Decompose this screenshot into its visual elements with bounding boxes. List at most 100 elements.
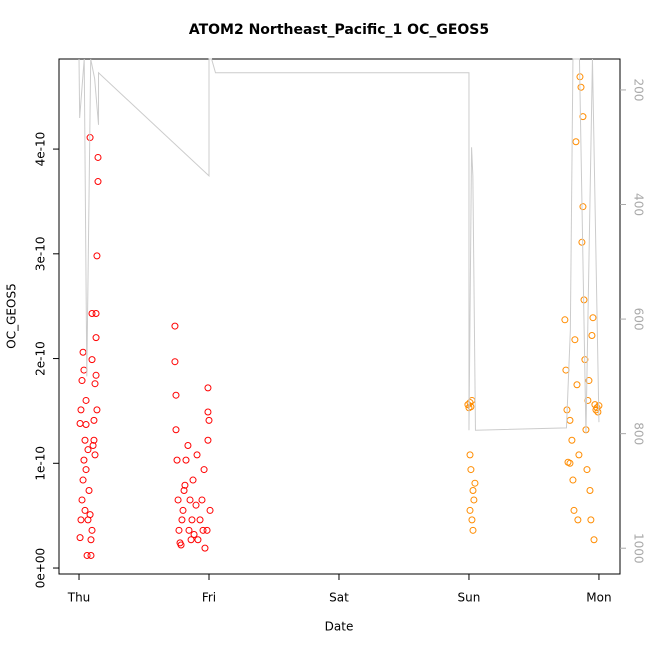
data-point <box>185 526 193 534</box>
y-axis-label: OC_GEOS5 <box>5 283 19 348</box>
data-point <box>84 516 92 524</box>
data-point <box>182 456 190 464</box>
data-point <box>177 541 185 549</box>
data-point <box>92 371 100 379</box>
data-point <box>193 451 201 459</box>
data-point <box>88 310 96 318</box>
data-point <box>179 506 187 514</box>
data-point <box>91 380 99 388</box>
y-tick-label: 0e+00 <box>34 548 48 588</box>
data-point <box>89 441 97 449</box>
data-point <box>87 536 95 544</box>
data-point <box>575 451 583 459</box>
data-point <box>87 551 95 559</box>
y-tick-label: 3e-10 <box>34 237 48 272</box>
data-point <box>93 252 101 260</box>
data-point <box>173 456 181 464</box>
data-point <box>80 456 88 464</box>
data-point <box>171 322 179 330</box>
y2-tick-label: 600 <box>632 308 646 331</box>
data-point <box>566 459 574 467</box>
data-point <box>199 526 207 534</box>
data-point <box>588 332 596 340</box>
data-point <box>471 479 479 487</box>
data-point <box>573 381 581 389</box>
data-point <box>180 487 188 495</box>
data-point <box>172 426 180 434</box>
y2-tick-label: 800 <box>632 422 646 445</box>
data-point <box>468 516 476 524</box>
data-point <box>469 487 477 495</box>
data-point <box>88 526 96 534</box>
data-point <box>589 314 597 322</box>
x-tick-label: Sat <box>329 591 349 605</box>
data-point <box>583 466 591 474</box>
data-point <box>78 496 86 504</box>
y2-tick-label: 1000 <box>632 533 646 564</box>
y2-tick-label: 200 <box>632 78 646 101</box>
data-point <box>93 406 101 414</box>
data-point <box>466 399 474 407</box>
data-point <box>90 436 98 444</box>
data-point <box>190 531 198 539</box>
data-point <box>205 416 213 424</box>
data-point <box>570 506 578 514</box>
data-point <box>77 406 85 414</box>
data-point <box>590 536 598 544</box>
data-point <box>466 506 474 514</box>
data-point <box>198 496 206 504</box>
data-point <box>186 496 194 504</box>
data-point <box>77 516 85 524</box>
data-point <box>85 487 93 495</box>
data-point <box>566 416 574 424</box>
data-point <box>79 476 87 484</box>
data-point <box>187 536 195 544</box>
data-point <box>574 516 582 524</box>
y-tick-label: 1e-10 <box>34 446 48 481</box>
data-line <box>78 58 600 434</box>
data-point <box>469 526 477 534</box>
data-point <box>189 476 197 484</box>
chart-title: ATOM2 Northeast_Pacific_1 OC_GEOS5 <box>189 22 489 38</box>
data-point <box>171 358 179 366</box>
data-point <box>586 487 594 495</box>
data-point <box>82 396 90 404</box>
data-point <box>204 436 212 444</box>
data-point <box>94 178 102 186</box>
data-point <box>585 377 593 385</box>
x-tick-label: Mon <box>586 591 611 605</box>
data-point <box>192 501 200 509</box>
data-point <box>200 466 208 474</box>
data-point <box>571 336 579 344</box>
data-point <box>174 496 182 504</box>
data-point <box>568 436 576 444</box>
data-point <box>76 419 84 427</box>
data-point <box>579 203 587 211</box>
data-point <box>196 516 204 524</box>
data-point <box>90 416 98 424</box>
y-tick-label: 4e-10 <box>34 132 48 167</box>
data-point <box>188 516 196 524</box>
data-point <box>175 526 183 534</box>
data-point <box>569 476 577 484</box>
data-point <box>81 506 89 514</box>
x-tick-label: Fri <box>202 591 216 605</box>
data-point <box>201 544 209 552</box>
data-point <box>204 384 212 392</box>
data-point <box>91 451 99 459</box>
data-point <box>76 534 84 542</box>
data-point <box>577 83 585 91</box>
data-point <box>94 153 102 161</box>
data-point <box>206 506 214 514</box>
x-axis-label: Date <box>325 620 354 634</box>
data-point <box>593 404 601 412</box>
data-point <box>467 466 475 474</box>
x-tick-label: Sun <box>458 591 481 605</box>
data-point <box>194 536 202 544</box>
data-point <box>79 348 87 356</box>
data-point <box>81 436 89 444</box>
data-point <box>562 366 570 374</box>
data-point <box>172 391 180 399</box>
data-point <box>587 516 595 524</box>
